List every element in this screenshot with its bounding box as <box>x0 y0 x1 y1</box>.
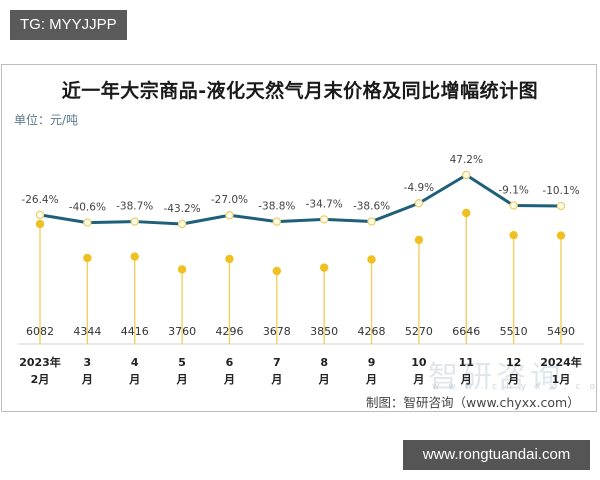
x-tick-label: 2月 <box>31 373 50 386</box>
x-axis-labels: 2023年 2月 3 月 4 月 5 月 6 月 7 月 8 月 9 月 10 月 11 月 12 月 2024年 1月 <box>19 355 582 386</box>
yoy-marker <box>414 199 424 208</box>
chart-unit-label: 单位：元/吨 <box>14 113 79 127</box>
x-tick-label: 1月 <box>552 373 571 386</box>
yoy-line <box>39 173 562 226</box>
yoy-marker <box>35 210 45 220</box>
x-tick-label: 5 <box>178 356 186 369</box>
yoy-label: -27.0% <box>211 194 248 206</box>
chart-credit: 制图：智研咨询（www.chyxx.com） <box>366 395 580 410</box>
yoy-label: -26.4% <box>21 194 58 206</box>
yoy-marker <box>462 170 471 180</box>
chart-frame <box>1 64 597 412</box>
chyxx-watermark-url: www.chyxx.com <box>432 382 600 392</box>
top-watermark-tag: TG: MYYJJPP <box>10 10 127 40</box>
x-tick-label: 11 <box>459 356 474 369</box>
yoy-label: -43.2% <box>164 203 201 215</box>
x-tick-label: 12 <box>506 356 521 369</box>
price-label: 4268 <box>358 325 386 338</box>
yoy-marker <box>130 217 139 226</box>
price-label: 4296 <box>215 325 243 338</box>
price-dot <box>272 266 282 276</box>
price-dot <box>367 255 376 264</box>
chyxx-watermark-logo: 智研咨询 <box>428 360 564 395</box>
price-label: 6646 <box>452 325 480 338</box>
price-dot <box>130 252 139 261</box>
yoy-marker <box>272 217 282 226</box>
price-label: 5490 <box>547 325 575 338</box>
price-stems <box>39 213 562 344</box>
price-dot <box>83 253 92 263</box>
x-tick-label: 3 <box>84 356 92 369</box>
x-tick-label: 2023年 <box>19 355 61 369</box>
yoy-label: -4.9% <box>404 182 434 194</box>
price-dot <box>462 208 471 218</box>
yoy-marker <box>509 201 518 210</box>
price-label: 5270 <box>405 325 433 338</box>
x-tick-label: 月 <box>128 373 140 386</box>
x-tick-label: 月 <box>318 373 330 386</box>
x-tick-label: 月 <box>270 373 282 386</box>
price-label: 3678 <box>263 325 291 338</box>
price-label: 3850 <box>310 325 338 338</box>
x-tick-label: 9 <box>368 356 376 369</box>
x-tick-label: 月 <box>507 373 519 386</box>
x-tick-label: 4 <box>131 356 139 369</box>
yoy-label: -10.1% <box>542 185 579 197</box>
price-dot <box>414 235 424 245</box>
yoy-marker <box>367 217 376 226</box>
price-dot <box>556 231 566 240</box>
price-labels: 6082 4344 4416 3760 4296 3678 3850 4268 5270 6646… <box>26 325 575 338</box>
chart-title: 近一年大宗商品-液化天然气月末价格及同比增幅统计图 <box>61 80 539 102</box>
x-tick-label: 月 <box>81 373 93 386</box>
yoy-marker <box>556 201 566 211</box>
price-label: 3760 <box>168 325 196 338</box>
yoy-label: -34.7% <box>306 198 343 210</box>
yoy-marker <box>319 215 329 224</box>
x-tick-label: 月 <box>223 373 235 386</box>
yoy-label: 47.2% <box>450 154 483 166</box>
yoy-label: -38.8% <box>258 201 295 213</box>
price-label: 5510 <box>500 325 528 338</box>
yoy-label: -40.6% <box>69 202 106 214</box>
x-tick-label: 6 <box>226 356 234 369</box>
chart-frame-left-border <box>1 64 2 412</box>
price-label: 6082 <box>26 325 54 338</box>
price-dot <box>35 219 45 229</box>
yoy-markers <box>35 170 566 229</box>
x-tick-label: 10 <box>411 356 427 369</box>
price-dots <box>35 208 566 276</box>
yoy-marker <box>225 211 234 220</box>
yoy-label: -38.6% <box>353 201 390 213</box>
bottom-watermark-tag: www.rongtuandai.com <box>403 440 590 470</box>
x-tick-label: 8 <box>320 356 328 369</box>
yoy-label: -9.1% <box>498 185 528 197</box>
price-label: 4344 <box>73 325 101 338</box>
price-dot <box>509 230 518 240</box>
x-tick-label: 月 <box>460 373 472 386</box>
x-tick-label: 2024年 <box>540 355 582 369</box>
x-tick-label: 月 <box>365 373 377 386</box>
yoy-marker <box>83 218 92 227</box>
x-tick-label: 7 <box>273 356 281 369</box>
yoy-marker <box>177 219 187 229</box>
price-dot <box>225 254 234 264</box>
yoy-label: -38.7% <box>116 201 153 213</box>
x-tick-label: 月 <box>176 373 188 386</box>
price-dot <box>319 263 329 272</box>
yoy-labels: -26.4% -40.6% -38.7% -43.2% -27.0% -38.8% -34.… <box>21 154 579 215</box>
price-label: 4416 <box>121 325 149 338</box>
price-dot <box>177 265 187 274</box>
x-tick-label: 月 <box>412 373 424 386</box>
